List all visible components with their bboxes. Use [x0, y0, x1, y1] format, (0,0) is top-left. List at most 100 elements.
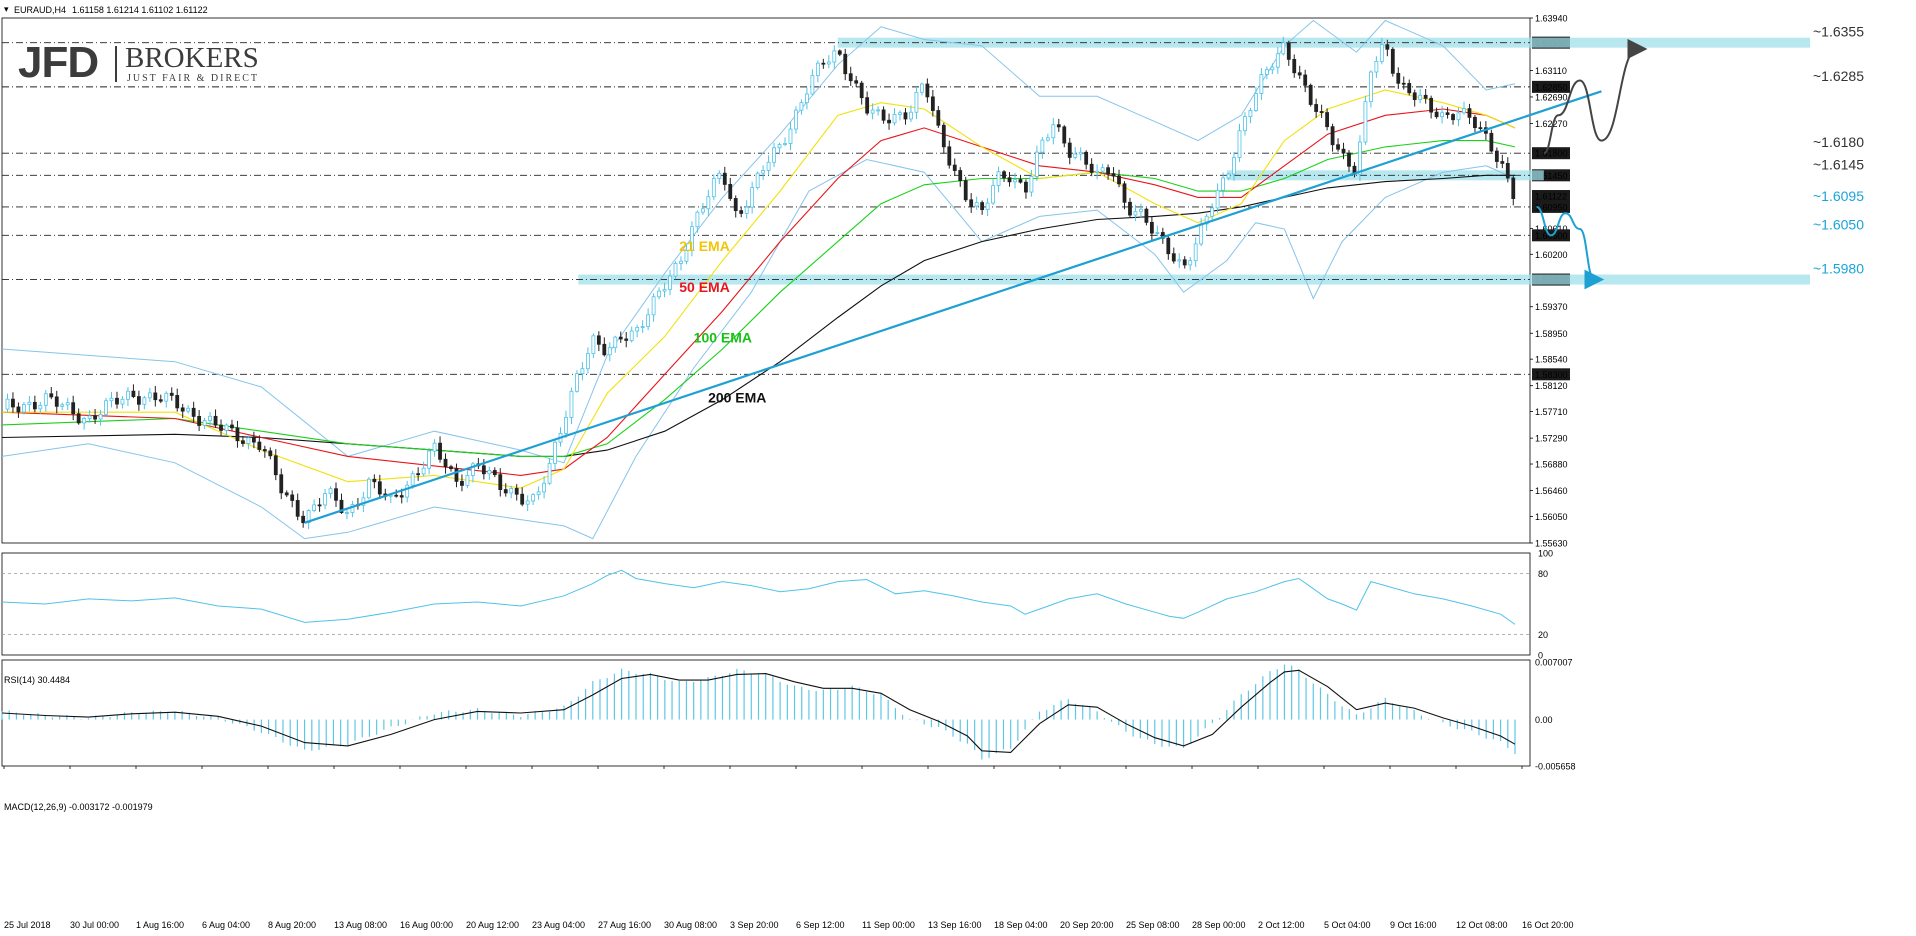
candle-up — [531, 494, 536, 502]
candle-down — [175, 395, 180, 409]
candle-down — [279, 474, 284, 494]
candle-up — [1100, 167, 1105, 172]
time-tick-label: 28 Sep 00:00 — [1192, 920, 1246, 930]
candle-down — [1007, 177, 1012, 183]
zone-rect — [1226, 170, 1544, 181]
candle-up — [1029, 176, 1034, 193]
candle-up — [717, 172, 722, 179]
time-tick-label: 6 Sep 12:00 — [796, 920, 845, 930]
time-tick-label: 18 Sep 04:00 — [994, 920, 1048, 930]
candle-down — [624, 338, 629, 341]
candle-up — [1462, 108, 1466, 114]
ema-21-line — [2, 89, 1516, 489]
price-tick-label: 1.57290 — [1535, 434, 1568, 444]
candle-down — [1286, 42, 1291, 60]
logo-tagline: JUST FAIR & DIRECT — [127, 73, 260, 84]
candle-up — [1363, 101, 1368, 143]
candle-down — [947, 146, 952, 166]
candle-up — [142, 397, 147, 405]
rsi-tick-label: 0 — [1538, 651, 1543, 661]
candle-up — [1210, 207, 1215, 217]
time-tick-label: 12 Oct 08:00 — [1456, 920, 1508, 930]
candle-down — [1412, 92, 1417, 101]
candle-down — [49, 393, 54, 398]
candle-down — [317, 504, 322, 507]
candle-up — [361, 497, 366, 506]
candle-down — [284, 492, 289, 496]
candle-down — [334, 488, 338, 501]
time-tick-label: 9 Oct 16:00 — [1390, 920, 1437, 930]
candle-up — [1078, 151, 1083, 155]
price-tick-label: 1.62850 — [1535, 82, 1568, 92]
candle-down — [1084, 151, 1089, 165]
rsi-tick-label: 20 — [1538, 630, 1548, 640]
collapse-arrow-icon[interactable]: ▾ — [4, 4, 9, 14]
candle-up — [38, 404, 43, 410]
candle-down — [837, 50, 842, 55]
candle-down — [722, 172, 727, 185]
price-tick-label: 1.61122 — [1535, 192, 1567, 202]
candle-down — [1089, 163, 1094, 173]
candle-up — [1221, 177, 1225, 191]
candle-up — [432, 442, 437, 452]
candle-up — [629, 330, 634, 341]
level-label: ~1.6050 — [1813, 216, 1864, 232]
candle-down — [963, 180, 968, 201]
candle-up — [1259, 74, 1264, 94]
level-label: ~1.6285 — [1813, 68, 1864, 84]
candle-up — [695, 211, 700, 228]
candle-up — [224, 424, 229, 431]
candle-down — [1429, 97, 1434, 113]
scenario-down-arrow — [1536, 205, 1605, 290]
ema-100-line — [1, 140, 1516, 457]
candle-down — [1325, 112, 1329, 128]
price-tick-label: 1.63940 — [1535, 14, 1568, 24]
price-tick-label: 1.59370 — [1535, 302, 1568, 312]
candle-down — [728, 184, 733, 199]
candle-up — [1177, 259, 1182, 262]
candle-up — [1237, 130, 1242, 158]
candle-up — [1051, 124, 1056, 139]
candle-down — [739, 210, 744, 214]
candle-down — [251, 437, 256, 443]
price-panel: 1.639401.635501.631101.628501.626901.622… — [1, 14, 1864, 549]
candle-up — [690, 226, 694, 251]
candle-down — [618, 336, 623, 340]
candle-up — [1133, 211, 1138, 216]
candle-down — [733, 198, 738, 212]
candle-up — [1045, 137, 1050, 141]
candle-up — [350, 504, 355, 513]
level-label: ~1.6355 — [1813, 24, 1864, 40]
candle-down — [596, 335, 601, 345]
candle-down — [1451, 114, 1455, 121]
candle-down — [520, 493, 525, 505]
candle-down — [153, 392, 158, 401]
level-label: ~1.6095 — [1813, 188, 1864, 204]
candle-up — [186, 407, 191, 412]
candle-up — [202, 420, 207, 426]
candle-down — [449, 466, 453, 470]
candle-up — [328, 488, 333, 494]
candle-up — [826, 61, 831, 65]
candle-down — [903, 112, 908, 120]
candle-down — [1002, 171, 1006, 179]
candle-down — [936, 110, 941, 126]
candle-down — [1396, 72, 1401, 84]
candle-up — [832, 50, 837, 63]
candle-down — [821, 62, 826, 65]
candle-up — [1243, 116, 1247, 132]
price-tick-label: 1.60200 — [1535, 250, 1568, 260]
candle-up — [1139, 208, 1143, 213]
candle-down — [454, 468, 459, 482]
candle-down — [1494, 150, 1499, 162]
price-tick-label: 1.58300 — [1535, 370, 1568, 380]
candle-down — [443, 458, 448, 468]
candle-up — [1193, 243, 1198, 262]
ema-label: 50 EMA — [679, 279, 730, 295]
time-tick-label: 23 Aug 04:00 — [532, 920, 585, 930]
candle-down — [969, 199, 974, 207]
candle-up — [673, 263, 678, 277]
candle-up — [120, 398, 125, 405]
candle-down — [377, 481, 382, 495]
candle-down — [1117, 175, 1121, 185]
